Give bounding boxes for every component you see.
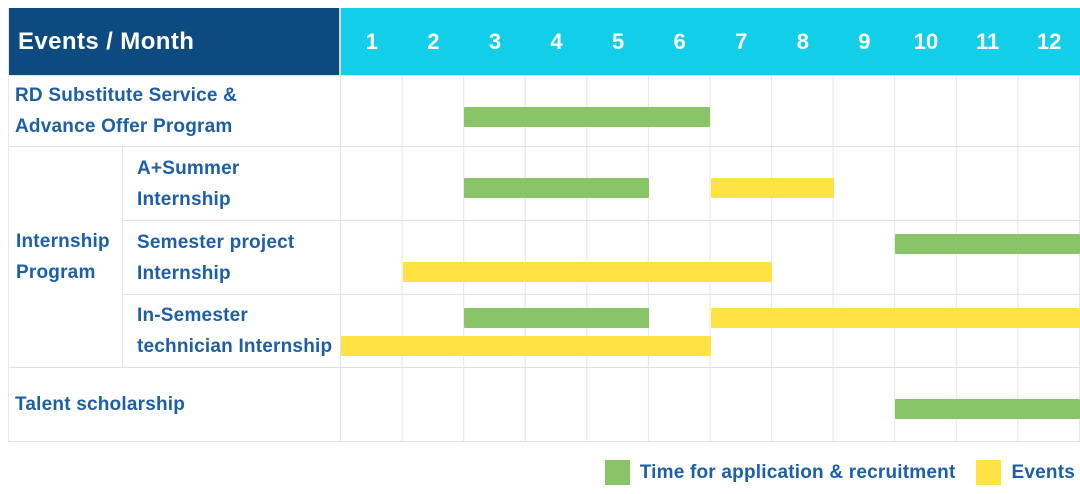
month-header-row: 1 2 3 4 5 6 7 8 9 10 11 12: [341, 8, 1080, 75]
legend: Time for application & recruitment Events: [604, 460, 1075, 485]
month-header-cell: 12: [1036, 28, 1062, 54]
legend-item: Time for application & recruitment: [604, 460, 956, 485]
month-header-cell: 10: [913, 28, 939, 54]
event-row: In-Semester technician Internship: [123, 294, 1080, 367]
row-label-cell: Semester project Internship: [123, 221, 341, 294]
label-line: RD Substitute Service &: [15, 85, 238, 106]
label-line: Internship: [137, 262, 231, 284]
month-header-cell: 8: [796, 28, 809, 54]
month-grid: [341, 147, 1080, 220]
legend-label: Time for application & recruitment: [639, 461, 956, 483]
month-grid: [341, 295, 1080, 367]
label-line: Internship: [137, 188, 231, 210]
header-title: Events / Month: [18, 27, 195, 55]
event-bar: [710, 178, 834, 198]
legend-item: Events: [976, 460, 1075, 485]
row-label-cell: Talent scholarship: [9, 368, 341, 441]
gantt-body: RD Substitute Service & Advance Offer Pro…: [9, 75, 1080, 441]
recruitment-bar: [895, 234, 1080, 254]
event-legend-swatch-icon: [976, 460, 1002, 485]
month-header-cell: 4: [550, 28, 563, 54]
event-bar: [341, 336, 711, 356]
gantt-table: Events / Month 1 2 3 4 5 6 7 8 9 10 11 12 RD Substi…: [8, 8, 1080, 442]
header-row: Events / Month 1 2 3 4 5 6 7 8 9 10 11 12: [9, 8, 1080, 75]
month-grid: [341, 76, 1080, 146]
recruitment-bar: [464, 308, 649, 328]
label-line: Talent scholarship: [15, 394, 186, 415]
event-row: Talent scholarship: [9, 367, 1080, 441]
recruitment-bar: [464, 107, 711, 127]
label-line: Program: [16, 262, 96, 283]
month-header-cell: 1: [365, 28, 378, 54]
event-group-row: Internship Program A+Summer Internship Semes…: [9, 146, 1080, 367]
event-row: A+Summer Internship: [123, 147, 1080, 220]
event-bar: [402, 262, 773, 282]
label-line: Internship: [16, 231, 110, 252]
event-row: Semester project Internship: [123, 220, 1080, 294]
row-label-cell: RD Substitute Service & Advance Offer Pro…: [9, 76, 341, 146]
group-subrows: A+Summer Internship Semester project Intern…: [123, 147, 1080, 367]
label-line: In-Semester: [137, 305, 248, 326]
month-header-cell: 11: [975, 28, 1000, 54]
label-line: technician Internship: [137, 336, 333, 357]
recruitment-bar: [464, 178, 649, 198]
month-header-cell: 6: [673, 28, 686, 54]
event-row: RD Substitute Service & Advance Offer Pro…: [9, 75, 1080, 146]
month-header-cell: 7: [735, 28, 748, 54]
event-bar: [710, 308, 1080, 328]
label-line: A+Summer: [137, 157, 240, 179]
group-label-cell: Internship Program: [9, 147, 123, 367]
legend-label: Events: [1011, 461, 1075, 483]
events-month-header-cell: Events / Month: [9, 8, 341, 75]
label-line: Advance Offer Program: [15, 116, 233, 137]
month-header-cell: 5: [611, 28, 625, 54]
month-grid: [341, 221, 1080, 294]
recruitment-legend-swatch-icon: [604, 460, 630, 485]
row-label-cell: A+Summer Internship: [123, 147, 341, 220]
month-header-cell: 2: [427, 28, 440, 54]
recruitment-bar: [895, 399, 1080, 419]
row-label-cell: In-Semester technician Internship: [123, 295, 341, 367]
month-header-cell: 9: [858, 28, 871, 54]
month-grid: [341, 368, 1080, 441]
month-header-cell: 3: [488, 28, 502, 54]
label-line: Semester project: [137, 231, 295, 253]
